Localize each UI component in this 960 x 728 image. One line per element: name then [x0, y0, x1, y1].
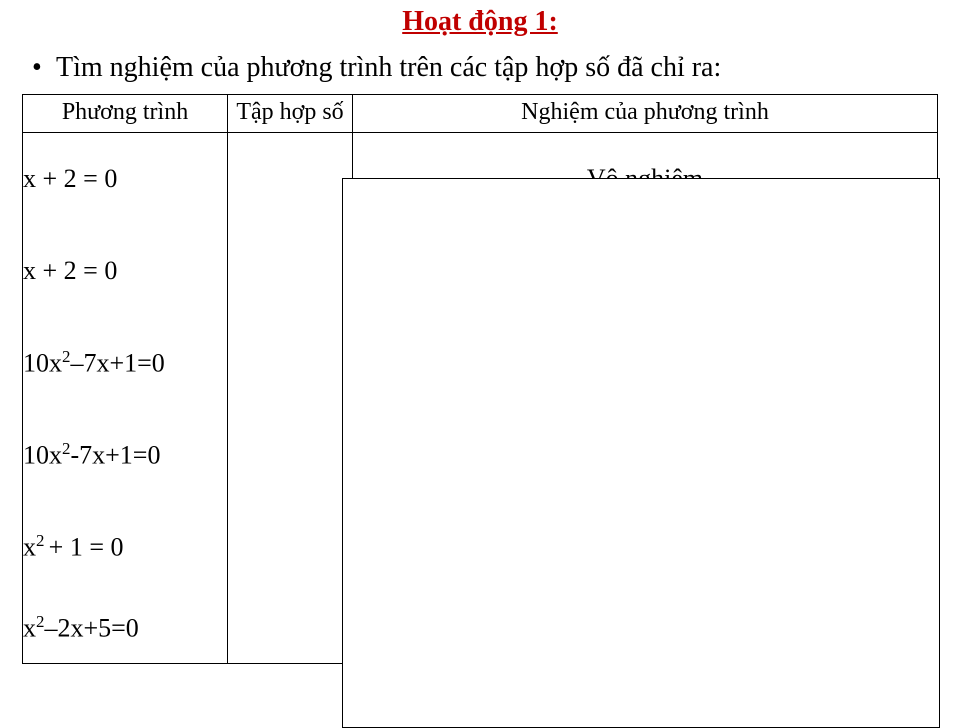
- equation-cell: x2–2x+5=0: [23, 593, 227, 663]
- table-row: [228, 225, 352, 317]
- number-set-cell: [228, 409, 352, 501]
- instruction-line: •Tìm nghiệm của phương trình trên các tậ…: [32, 52, 960, 84]
- table-row: x = - 2: [353, 225, 937, 317]
- number-set-cell: [228, 593, 352, 663]
- table-row: [228, 317, 352, 409]
- table-row: x + 2 = 0: [23, 225, 227, 317]
- equation-cell: x + 2 = 0: [23, 225, 227, 317]
- solution-cell: x = - 2: [353, 225, 937, 317]
- instruction-text: Tìm nghiệm của phương trình trên các tập…: [56, 52, 721, 83]
- solution-cell: Vô nghiệm: [353, 501, 937, 593]
- col-header-solution: Nghiệm của phương trình: [353, 95, 938, 133]
- table-row: x2–2x+5=0: [23, 593, 227, 663]
- table-row: x + 2 = 0: [23, 133, 227, 225]
- table-row: [228, 593, 352, 663]
- equation-cell: 10x2-7x+1=0: [23, 409, 227, 501]
- number-set-cell: [228, 225, 352, 317]
- solution-cell: x= 1/5 ; x = 1/2: [353, 409, 937, 501]
- table-row: Vô nghiệm: [353, 133, 937, 225]
- equation-cell: x + 2 = 0: [23, 133, 227, 225]
- table-row: [228, 133, 352, 225]
- number-set-cell: [228, 133, 352, 225]
- table-row: 10x2–7x+1=0: [23, 317, 227, 409]
- number-set-cell: [228, 317, 352, 409]
- table-header-row: Phương trình Tập hợp số Nghiệm của phươn…: [23, 95, 938, 133]
- col-header-set: Tập hợp số: [228, 95, 353, 133]
- col-header-equation: Phương trình: [23, 95, 228, 133]
- table-row: [228, 409, 352, 501]
- solution-cell: Vô nghiệm: [353, 593, 937, 663]
- table-row: [228, 501, 352, 593]
- equation-cell: x2 + 1 = 0: [23, 501, 227, 593]
- table-row: Vô nghiệm: [353, 317, 937, 409]
- solution-cell: Vô nghiệm: [353, 317, 937, 409]
- table-row: Vô nghiệm: [353, 501, 937, 593]
- activity-title: Hoạt động 1:: [0, 6, 960, 38]
- number-set-cell: [228, 501, 352, 593]
- table-row: x2 + 1 = 0: [23, 501, 227, 593]
- table-row: x= 1/5 ; x = 1/2: [353, 409, 937, 501]
- table-row: 10x2-7x+1=0: [23, 409, 227, 501]
- table-row: Vô nghiệm: [353, 593, 937, 663]
- solution-cell: Vô nghiệm: [353, 133, 937, 225]
- equation-cell: 10x2–7x+1=0: [23, 317, 227, 409]
- equation-table: Phương trình Tập hợp số Nghiệm của phươn…: [22, 94, 938, 664]
- bullet-icon: •: [32, 52, 56, 84]
